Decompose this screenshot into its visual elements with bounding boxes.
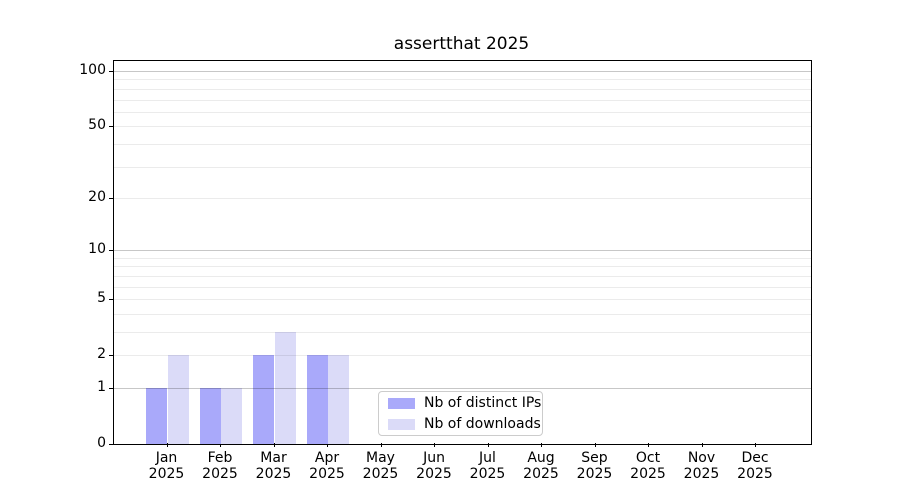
minor-gridline: [114, 111, 811, 113]
y-tick-label: 5: [97, 290, 106, 307]
minor-gridline: [114, 275, 811, 277]
legend-label-distinct-ips: Nb of distinct IPs: [424, 395, 542, 411]
minor-gridline: [114, 266, 811, 268]
x-tick-label: Apr 2025: [309, 450, 345, 482]
minor-gridline: [114, 355, 811, 357]
bar-downloads: [167, 355, 189, 444]
bar-distinct-ips: [253, 355, 275, 444]
x-tick-label: Jul 2025: [469, 450, 506, 482]
y-tick-mark: [109, 444, 114, 445]
x-tick-mark: [380, 443, 382, 447]
y-tick-mark: [109, 126, 114, 128]
x-tick-label: May 2025: [362, 450, 399, 482]
y-tick-mark: [109, 197, 114, 199]
x-tick-label: Nov 2025: [683, 450, 720, 482]
minor-gridline: [114, 286, 811, 288]
x-tick-mark: [755, 443, 756, 447]
bar-downloads: [328, 355, 350, 444]
plot-area: [109, 60, 812, 445]
bar-distinct-ips: [306, 355, 328, 444]
y-tick-label: 2: [97, 346, 106, 363]
y-tick-label: 20: [88, 188, 106, 205]
y-tick-label: 100: [79, 62, 106, 78]
x-tick-mark: [220, 443, 221, 447]
legend-swatch-downloads: [388, 418, 415, 430]
major-gridline: [114, 71, 811, 72]
minor-gridline: [114, 197, 811, 199]
y-tick-mark: [109, 299, 114, 301]
x-tick-label: Jan 2025: [148, 450, 185, 482]
x-tick-label: Sep 2025: [576, 450, 613, 482]
bar-downloads: [274, 332, 296, 444]
x-tick-label: Jun 2025: [416, 450, 452, 482]
bar-distinct-ips: [199, 388, 221, 444]
y-tick-mark: [109, 250, 114, 252]
x-tick-label: Mar 2025: [255, 450, 292, 482]
legend-label-downloads: Nb of downloads: [424, 416, 541, 432]
x-tick-label: Aug 2025: [523, 450, 559, 482]
minor-gridline: [114, 313, 811, 315]
minor-gridline: [114, 143, 811, 145]
minor-gridline: [114, 299, 811, 301]
y-tick-mark: [109, 71, 114, 72]
minor-gridline: [114, 79, 811, 81]
minor-gridline: [114, 99, 811, 101]
minor-gridline: [114, 166, 811, 168]
y-tick-label: 1: [97, 379, 106, 395]
major-gridline: [114, 250, 811, 252]
major-gridline: [114, 388, 811, 389]
legend-swatch-distinct-ips: [388, 397, 415, 409]
chart-title: assertthat 2025: [393, 34, 530, 54]
bar-downloads: [221, 388, 243, 444]
bar-distinct-ips: [146, 388, 168, 444]
x-tick-label: Oct 2025: [630, 450, 666, 482]
x-tick-mark: [434, 443, 435, 447]
x-tick-mark: [701, 443, 703, 447]
x-tick-mark: [327, 443, 328, 447]
x-tick-mark: [648, 443, 649, 447]
x-tick-mark: [594, 443, 596, 447]
minor-gridline: [114, 126, 811, 128]
legend-entry-downloads: Nb of downloads: [379, 415, 542, 433]
x-tick-mark: [166, 443, 168, 447]
x-tick-label: Dec 2025: [737, 450, 773, 482]
y-tick-mark: [109, 388, 114, 389]
x-tick-mark: [273, 443, 275, 447]
x-tick-mark: [487, 443, 489, 447]
y-tick-label: 50: [88, 117, 106, 134]
x-tick-mark: [541, 443, 542, 447]
y-tick-label: 10: [88, 241, 106, 258]
legend: Nb of distinct IPs Nb of downloads: [378, 391, 543, 436]
minor-gridline: [114, 332, 811, 333]
y-tick-label: 0: [97, 435, 106, 451]
minor-gridline: [114, 88, 811, 90]
x-tick-label: Feb 2025: [202, 450, 238, 482]
legend-entry-distinct-ips: Nb of distinct IPs: [379, 394, 542, 412]
minor-gridline: [114, 257, 811, 259]
y-tick-mark: [109, 355, 114, 357]
